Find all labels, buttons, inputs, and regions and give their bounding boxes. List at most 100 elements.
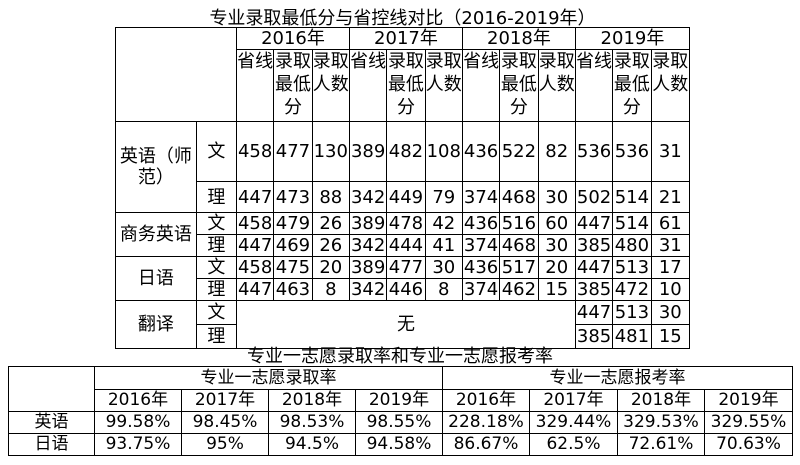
score-cell: 21 (650, 181, 691, 213)
score-cell: 436 (461, 121, 501, 182)
score-cell: 447 (235, 181, 275, 213)
rate-cell: 329.44% (529, 411, 618, 434)
score-cell: 436 (461, 212, 501, 235)
score-cell: 61 (650, 212, 691, 235)
score-cell: 477 (273, 121, 313, 182)
header-row-groups: 专业一志愿录取率 专业一志愿报考率 (8, 366, 793, 412)
score-cell: 475 (273, 256, 313, 279)
rate-cell: 98.55% (355, 411, 443, 434)
score-cell: 447 (574, 212, 614, 235)
score-cell: 447 (235, 234, 275, 257)
corner-cell (8, 366, 95, 412)
rate-cell: 329.53% (617, 411, 705, 434)
rate-cell: 72.61% (617, 433, 705, 456)
track-label: 文 (195, 121, 238, 182)
score-cell: 20 (537, 256, 576, 279)
year-header: 2017年 (181, 389, 269, 412)
table-row: 理 385 481 15 (116, 324, 691, 349)
header-row-years: 2016年 2017年 2018年 2019年 (115, 27, 691, 122)
score-cell: 514 (612, 181, 652, 213)
score-cell: 389 (348, 121, 388, 182)
score-cell: 458 (235, 121, 275, 182)
corner-cell (115, 27, 237, 122)
rate-cell: 70.63% (704, 433, 793, 456)
table-row: 日语文 458 475 20 389 477 30 436 517 20 447 513 17 (115, 256, 691, 301)
sub-header: 录取最低分 (612, 49, 652, 122)
table-row: 英语 99.58% 98.45% 98.53% 98.55% 228.18% 329.44%… (8, 411, 793, 434)
score-cell: 8 (311, 278, 350, 301)
score-cell: 447 (574, 256, 614, 279)
rate-cell: 95% (181, 433, 269, 456)
score-cell: 478 (386, 212, 426, 235)
score-cell: 26 (311, 212, 350, 235)
score-cell: 374 (461, 234, 501, 257)
year-header: 2016年 (236, 27, 350, 50)
sub-header: 省线 (574, 49, 614, 122)
score-cell: 8 (424, 278, 463, 301)
score-cell: 480 (612, 234, 652, 257)
table-row: 商务英语文 458 479 26 389 478 42 436 516 60 447 514 61 (115, 212, 691, 257)
score-cell: 26 (311, 234, 350, 257)
table2-title: 专业一志愿录取率和专业一志愿报考率 (247, 346, 553, 367)
sub-header: 录取人数 (311, 49, 350, 122)
score-cell: 374 (461, 278, 501, 301)
major-name: 翻译 (115, 300, 197, 349)
score-cell: 60 (537, 212, 576, 235)
sub-header: 省线 (235, 49, 275, 122)
score-cell: 108 (424, 121, 463, 182)
score-cell: 41 (424, 234, 463, 257)
sub-header: 录取人数 (424, 49, 463, 122)
major-name: 英语（师范） (115, 121, 197, 213)
score-cell: 472 (612, 278, 652, 301)
score-cell: 447 (574, 300, 614, 325)
group-header: 专业一志愿报考率 (442, 366, 793, 390)
table-row: 日语 93.75% 95% 94.5% 94.58% 86.67% 62.5% 72.61% 7… (8, 433, 793, 456)
sub-header: 录取人数 (650, 49, 691, 122)
major-name: 日语 (115, 256, 197, 301)
major-name: 日语 (8, 433, 95, 456)
year-header: 2019年 (355, 389, 443, 412)
year-header: 2016年 (94, 389, 182, 412)
score-cell: 477 (386, 256, 426, 279)
year-header: 2019年 (704, 389, 793, 412)
rate-cell: 93.75% (94, 433, 182, 456)
score-cell: 15 (650, 324, 691, 349)
score-cell: 536 (574, 121, 614, 182)
track-label: 理 (195, 278, 238, 301)
score-cell: 446 (386, 278, 426, 301)
score-cell: 342 (348, 278, 388, 301)
score-cell: 30 (537, 234, 576, 257)
score-cell: 482 (386, 121, 426, 182)
score-cell: 447 (235, 278, 275, 301)
sub-header: 省线 (461, 49, 501, 122)
header-row-subheaders: 省线 录取最低分 录取人数 省线 录取最低分 录取人数 省线 录取最低分 录取人数 省线 录取最低分… (116, 49, 691, 122)
score-cell: 436 (461, 256, 501, 279)
score-cell: 449 (386, 181, 426, 213)
year-header: 2018年 (268, 389, 356, 412)
score-cell: 30 (424, 256, 463, 279)
score-cell: 42 (424, 212, 463, 235)
score-cell: 479 (273, 212, 313, 235)
score-cell: 88 (311, 181, 350, 213)
track-label: 文 (195, 212, 238, 235)
year-header: 2018年 (461, 27, 576, 50)
year-header: 2016年 (442, 389, 530, 412)
score-cell: 517 (499, 256, 539, 279)
table-row: 理 447 473 88 342 449 79 374 468 30 502 514 21 (116, 181, 691, 213)
score-cell: 10 (650, 278, 691, 301)
group-header: 专业一志愿录取率 (94, 366, 443, 390)
first-choice-rate-table: 专业一志愿录取率 专业一志愿报考率 2016年 2017年 2018年 2019年 2016… (8, 366, 793, 456)
rate-cell: 98.45% (181, 411, 269, 434)
score-cell: 463 (273, 278, 313, 301)
score-cell: 514 (612, 212, 652, 235)
score-cell: 385 (574, 278, 614, 301)
sub-header: 录取最低分 (273, 49, 313, 122)
score-cell: 17 (650, 256, 691, 279)
score-cell: 82 (537, 121, 576, 182)
score-cell: 20 (311, 256, 350, 279)
score-cell: 536 (612, 121, 652, 182)
score-cell: 513 (612, 256, 652, 279)
score-cell: 385 (574, 234, 614, 257)
score-cell: 389 (348, 212, 388, 235)
rate-cell: 98.53% (268, 411, 356, 434)
